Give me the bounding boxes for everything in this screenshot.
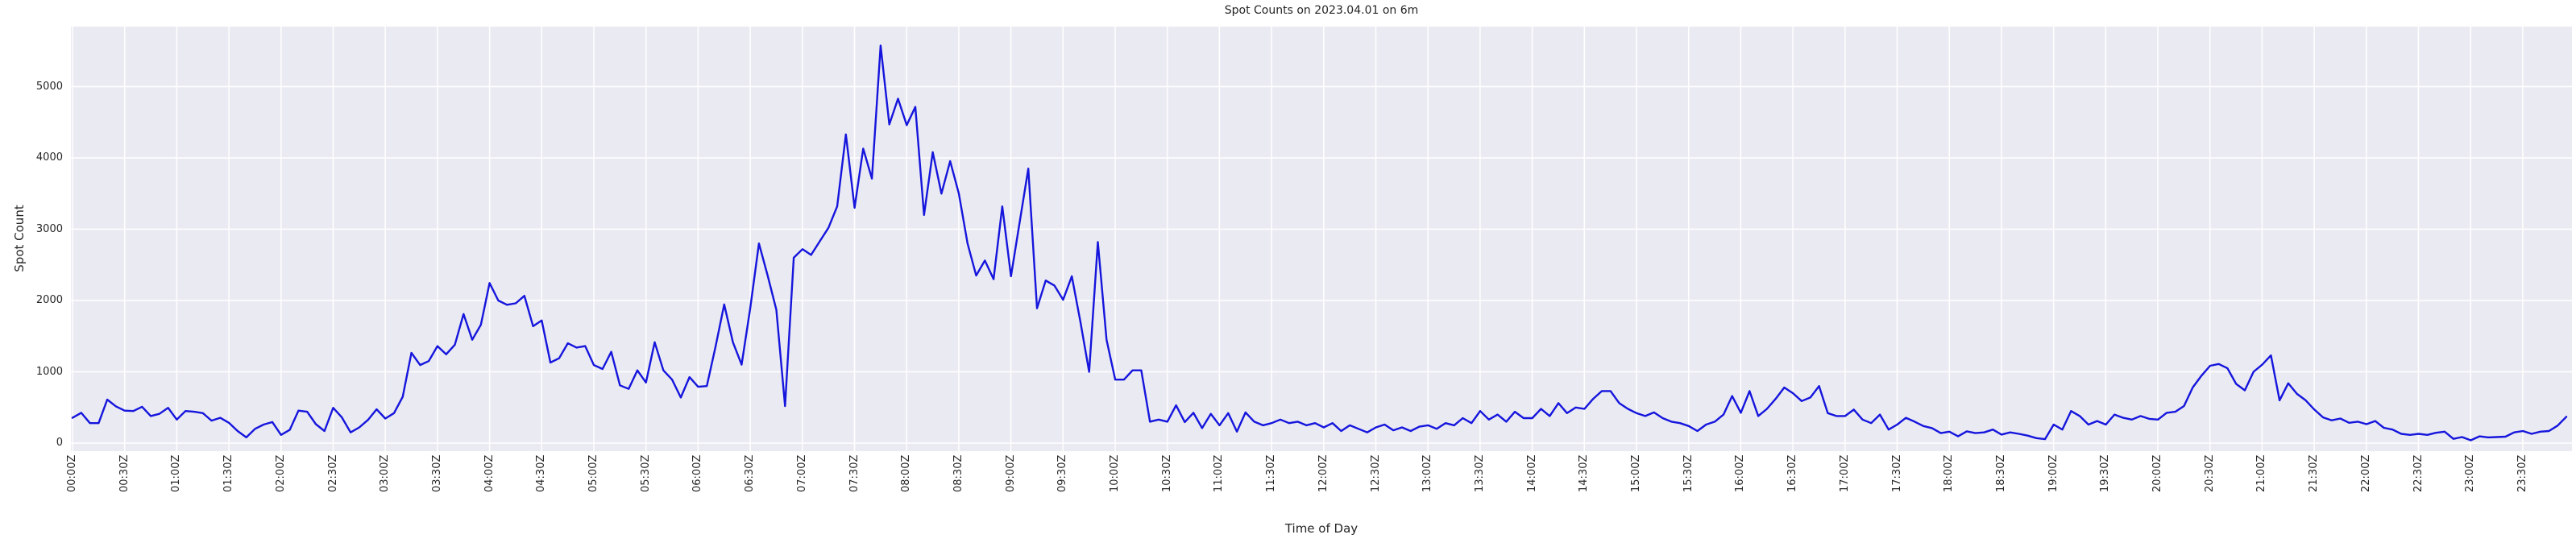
x-tick-label: 20:00Z (2151, 454, 2163, 492)
x-tick-label: 11:00Z (1213, 454, 1226, 492)
x-tick-label: 07:30Z (848, 454, 861, 492)
x-tick-label: 04:00Z (483, 454, 496, 492)
y-tick-label: 3000 (35, 222, 63, 235)
x-tick-label: 17:30Z (1890, 454, 1903, 492)
x-tick-label: 05:30Z (639, 454, 652, 492)
x-tick-label: 06:30Z (744, 454, 757, 492)
x-tick-label: 19:00Z (2047, 454, 2060, 492)
x-tick-label: 13:30Z (1473, 454, 1486, 492)
x-tick-label: 17:00Z (1838, 454, 1851, 492)
line-chart-canvas (71, 27, 2572, 451)
x-axis-label: Time of Day (1284, 521, 1359, 536)
x-tick-label: 09:00Z (1004, 454, 1017, 492)
y-tick-label: 1000 (35, 365, 63, 378)
x-tick-label: 08:00Z (900, 454, 913, 492)
x-tick-label: 15:30Z (1682, 454, 1695, 492)
x-tick-label: 14:30Z (1578, 454, 1591, 492)
x-tick-label: 00:00Z (66, 454, 78, 492)
y-tick-label: 5000 (35, 80, 63, 93)
spot-count-line-series (71, 44, 2568, 441)
x-tick-label: 12:00Z (1317, 454, 1329, 492)
y-tick-label: 0 (56, 437, 63, 449)
x-tick-label: 03:00Z (379, 454, 392, 492)
x-tick-label: 16:30Z (1786, 454, 1799, 492)
x-tick-label: 10:00Z (1109, 454, 1121, 492)
x-tick-label: 03:30Z (430, 454, 443, 492)
x-tick-label: 00:30Z (118, 454, 131, 492)
x-tick-label: 02:00Z (274, 454, 287, 492)
x-tick-label: 13:00Z (1421, 454, 1434, 492)
chart-title: Spot Counts on 2023.04.01 on 6m (1224, 4, 1419, 17)
x-tick-label: 06:00Z (691, 454, 704, 492)
x-tick-label: 22:00Z (2359, 454, 2372, 492)
x-tick-label: 23:00Z (2464, 454, 2477, 492)
x-tick-label: 09:30Z (1056, 454, 1069, 492)
x-tick-label: 22:30Z (2412, 454, 2425, 492)
y-tick-label: 4000 (35, 151, 63, 164)
x-tick-label: 18:00Z (1943, 454, 1956, 492)
x-tick-label: 20:30Z (2203, 454, 2216, 492)
x-tick-label: 16:00Z (1734, 454, 1747, 492)
plot-area (71, 27, 2572, 451)
x-tick-label: 12:30Z (1369, 454, 1382, 492)
x-tick-label: 21:00Z (2255, 454, 2268, 492)
x-tick-label: 10:30Z (1160, 454, 1173, 492)
x-tick-label: 19:30Z (2099, 454, 2112, 492)
x-tick-label: 18:30Z (1994, 454, 2007, 492)
y-axis-label: Spot Count (12, 205, 27, 272)
x-tick-label: 14:00Z (1525, 454, 1538, 492)
y-tick-label: 2000 (35, 294, 63, 306)
x-tick-label: 07:00Z (795, 454, 808, 492)
x-tick-label: 15:00Z (1630, 454, 1642, 492)
x-tick-label: 01:30Z (222, 454, 235, 492)
x-tick-label: 08:30Z (952, 454, 964, 492)
x-tick-label: 04:30Z (535, 454, 548, 492)
x-tick-label: 23:30Z (2516, 454, 2528, 492)
x-tick-label: 21:30Z (2308, 454, 2321, 492)
x-tick-label: 01:00Z (170, 454, 183, 492)
x-tick-label: 02:30Z (326, 454, 339, 492)
x-tick-label: 11:30Z (1265, 454, 1278, 492)
x-tick-label: 05:00Z (587, 454, 599, 492)
